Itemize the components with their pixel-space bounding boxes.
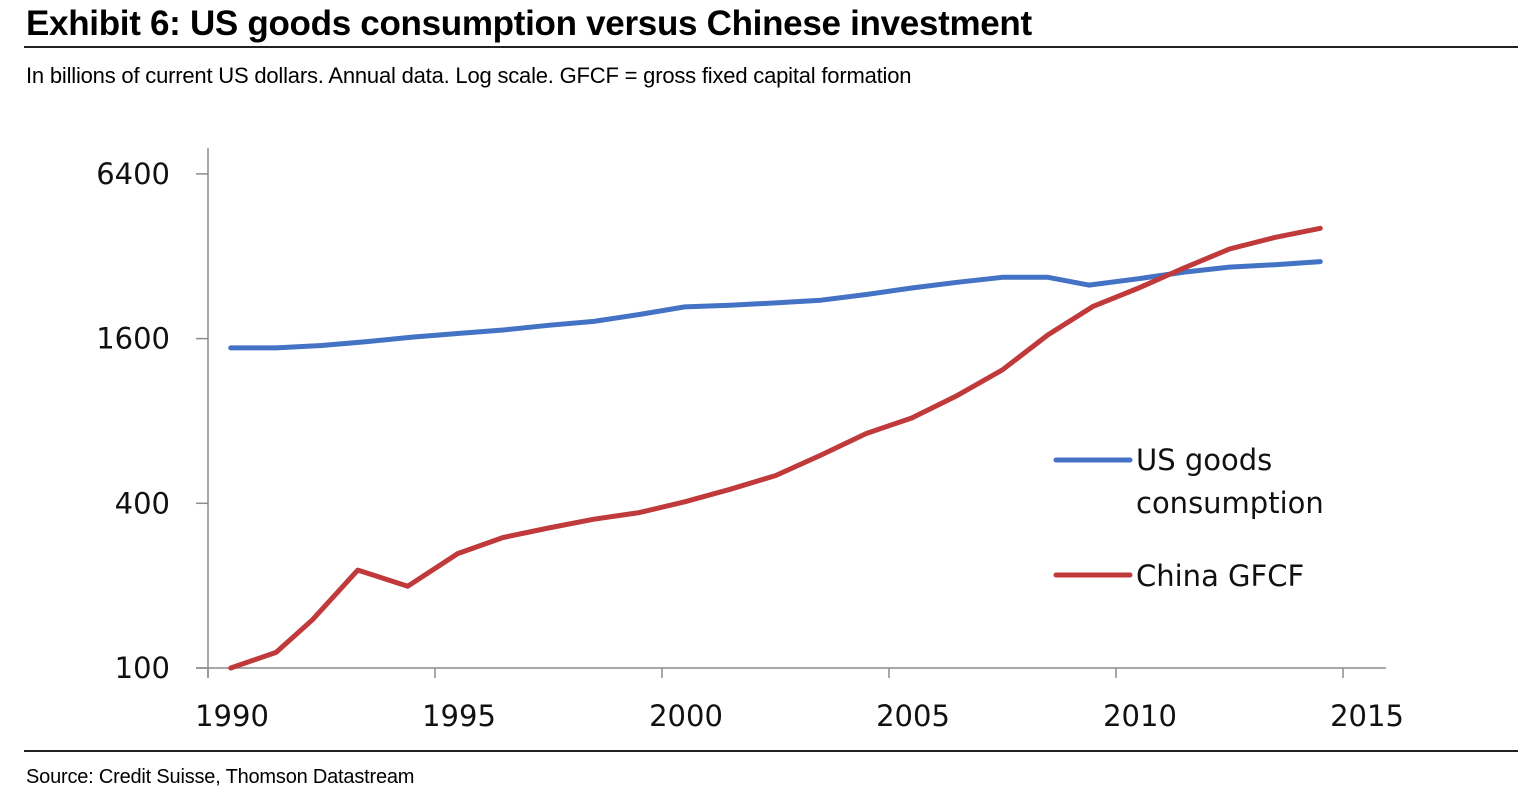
legend: US goods consumption China GFCF	[1053, 443, 1324, 593]
y-tick-label: 1600	[96, 322, 170, 356]
legend-label: consumption	[1136, 486, 1324, 520]
chart-subtitle: In billions of current US dollars. Annua…	[26, 63, 912, 88]
axes	[196, 148, 1386, 678]
series-lines	[228, 225, 1323, 671]
chart-title: Exhibit 6: US goods consumption versus C…	[26, 4, 1032, 43]
x-tick-label: 1995	[422, 699, 496, 733]
x-tick-label: 2005	[876, 699, 950, 733]
footer-divider	[24, 750, 1518, 752]
y-tick-label: 100	[115, 651, 170, 685]
title-divider	[24, 46, 1518, 48]
series-line-us-goods-consumption	[228, 259, 1323, 351]
legend-item: US goods consumption	[1053, 443, 1324, 520]
legend-label: US goods	[1136, 443, 1272, 477]
series-line-china-gfcf	[228, 225, 1323, 671]
tick-labels: 100 400 1600 6400 1990 1995 2000 2005 2010 2015	[96, 157, 1404, 733]
y-tick-label: 6400	[96, 157, 170, 191]
legend-label: China GFCF	[1136, 559, 1304, 593]
x-tick-label: 1990	[195, 699, 269, 733]
x-tick-label: 2010	[1103, 699, 1177, 733]
legend-item: China GFCF	[1053, 559, 1304, 593]
x-tick-label: 2000	[649, 699, 723, 733]
x-tick-label: 2015	[1330, 699, 1404, 733]
y-tick-label: 400	[115, 486, 170, 520]
source-note: Source: Credit Suisse, Thomson Datastrea…	[26, 766, 415, 788]
